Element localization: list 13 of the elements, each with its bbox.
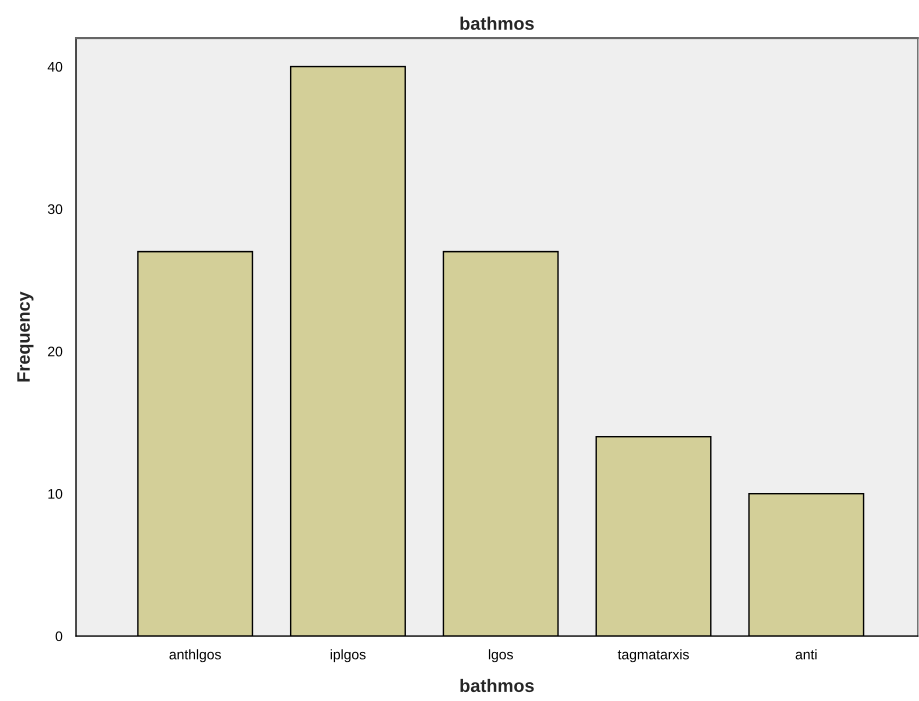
x-axis-title: bathmos (460, 678, 534, 692)
y-tick-label: 0 (56, 631, 62, 642)
x-tick-label: anti (796, 649, 817, 660)
y-tick-label: 20 (48, 346, 62, 356)
y-tick-label: 40 (48, 62, 62, 72)
chart-title: bathmos (460, 16, 534, 30)
x-tick-label: anthlgos (170, 649, 221, 662)
y-axis-title: Frequency (17, 291, 34, 382)
x-tick-label: iplgos (330, 649, 366, 662)
x-tick-label: lgos (488, 649, 513, 662)
y-tick-label: 30 (48, 204, 62, 214)
x-tick-label: tagmatarxis (618, 649, 689, 662)
y-tick-label: 10 (48, 488, 62, 499)
